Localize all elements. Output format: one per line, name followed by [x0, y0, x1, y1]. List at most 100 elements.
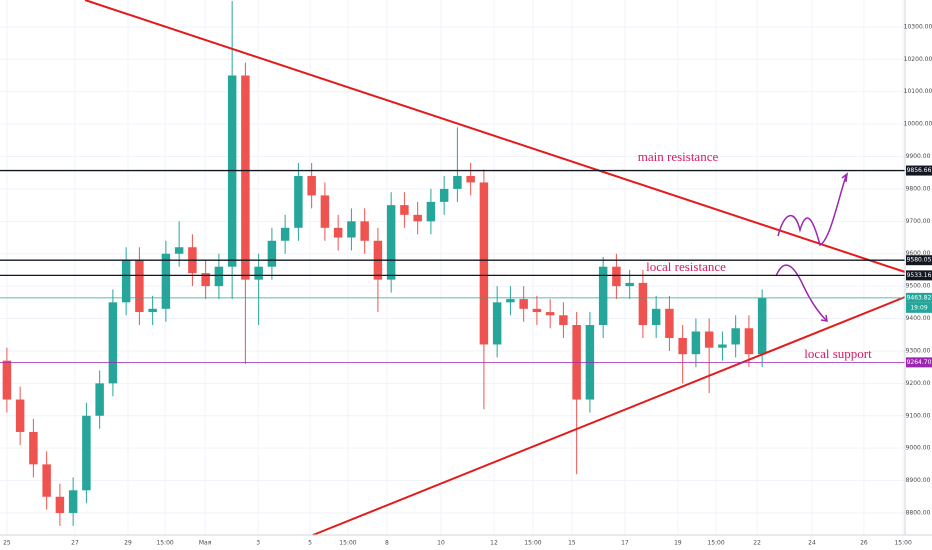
price-tag	[906, 165, 932, 176]
price-tag-label: 9533.16	[907, 272, 932, 279]
candle-body	[665, 308, 674, 338]
candle-body	[68, 490, 78, 513]
candle-body	[638, 282, 648, 326]
candle-body	[506, 299, 515, 303]
candle-body	[135, 260, 144, 313]
trend-line	[312, 296, 906, 536]
candle-body	[214, 266, 224, 287]
price-tag-label: 9580.05	[907, 257, 932, 264]
candle-body	[386, 205, 396, 280]
candle-body	[333, 227, 343, 238]
y-tick-label: 9500.00	[906, 283, 931, 290]
y-tick-label: 10300.00	[904, 23, 932, 30]
x-tick-label: 15	[568, 540, 576, 547]
candle-body	[744, 328, 754, 355]
candle-body	[148, 308, 157, 313]
candle-body	[492, 302, 502, 345]
candle-body	[201, 273, 210, 287]
x-tick-label: 27	[71, 540, 79, 547]
drawings	[84, 0, 906, 536]
candle-body	[718, 344, 727, 348]
y-tick-label: 9400.00	[906, 315, 931, 322]
y-tick-label: 9300.00	[906, 347, 931, 354]
price-tag-label: 9856.66	[907, 167, 932, 174]
y-tick-label: 9100.00	[906, 412, 931, 419]
price-tag-label: 9463.82	[907, 294, 932, 301]
candle-body	[519, 299, 528, 309]
x-tick-label: 29	[124, 540, 132, 547]
x-tick-label: 15:00	[524, 540, 541, 547]
annotation: local support	[804, 346, 872, 361]
candle-body	[174, 247, 184, 254]
candle-body	[625, 282, 634, 287]
x-tick-label: 19	[674, 540, 682, 547]
arrow-head	[820, 314, 828, 322]
y-tick-label: 9200.00	[906, 380, 931, 387]
y-tick-label: 10200.00	[904, 56, 932, 63]
candle-body	[307, 175, 316, 196]
x-tick-label: 15:00	[156, 540, 173, 547]
candle-body	[413, 214, 422, 222]
x-tick-label: 10	[437, 540, 445, 547]
candle-body	[360, 221, 369, 241]
candle-body	[280, 227, 290, 241]
candle-body	[294, 175, 303, 228]
candle-body	[532, 308, 542, 313]
candle-body	[95, 383, 104, 416]
countdown-tag	[906, 302, 932, 313]
candle-body	[254, 266, 263, 280]
candle-body	[42, 464, 51, 497]
annotation: local resistance	[646, 259, 726, 274]
levels	[0, 169, 905, 363]
x-tick-label: Мая	[199, 540, 212, 547]
x-tick-label: 22	[753, 540, 761, 547]
candle-body	[241, 75, 250, 280]
candle-body	[598, 266, 608, 326]
candle-body	[121, 260, 131, 303]
candle-body	[161, 253, 171, 309]
price-tag	[906, 255, 932, 266]
candle-body	[347, 221, 356, 238]
candle-body	[731, 328, 740, 345]
y-tick-label: 9900.00	[906, 153, 931, 160]
y-tick-label: 9700.00	[906, 218, 931, 225]
candle-body	[545, 312, 555, 316]
axes: 8800.00 8900.00 9000.00 9100.00 9200.00 9300.…	[3, 23, 932, 547]
candle-body	[29, 431, 38, 465]
candle-body	[15, 399, 25, 432]
candle-body	[453, 175, 462, 189]
x-tick-label: 15:00	[707, 540, 724, 547]
price-tag	[906, 357, 932, 368]
candle-body	[439, 188, 449, 202]
x-tick-label: 3	[256, 540, 260, 547]
y-tick-label: 9000.00	[906, 445, 931, 452]
x-tick-label: 5	[308, 540, 312, 547]
candle-body	[55, 496, 65, 513]
candle-body	[320, 195, 330, 228]
candle-body	[466, 175, 475, 183]
x-tick-label: 24	[808, 540, 816, 547]
candle-body	[612, 266, 621, 287]
annotation: main resistance	[638, 149, 719, 164]
y-tick-label: 8800.00	[906, 509, 931, 516]
forecast-path	[777, 175, 847, 247]
x-tick-label: 8	[385, 540, 389, 547]
price-tag	[906, 270, 932, 281]
x-tick-label: 25	[3, 540, 11, 547]
candle-body	[704, 331, 714, 348]
y-tick-label: 8900.00	[906, 477, 931, 484]
y-tick-label: 10100.00	[904, 88, 932, 95]
candle-body	[757, 298, 767, 355]
candle-body	[691, 331, 701, 355]
candle-body	[559, 315, 568, 326]
candle-body	[82, 415, 91, 491]
price-tag-label: 9264.70	[907, 359, 932, 366]
countdown: 19:09	[910, 304, 927, 311]
candle-body	[2, 360, 12, 400]
x-tick-label: 15:00	[894, 540, 911, 547]
candle-body	[651, 308, 661, 326]
candle-body	[267, 240, 277, 267]
candle-body	[108, 302, 118, 384]
x-tick-label: 12	[490, 540, 498, 547]
